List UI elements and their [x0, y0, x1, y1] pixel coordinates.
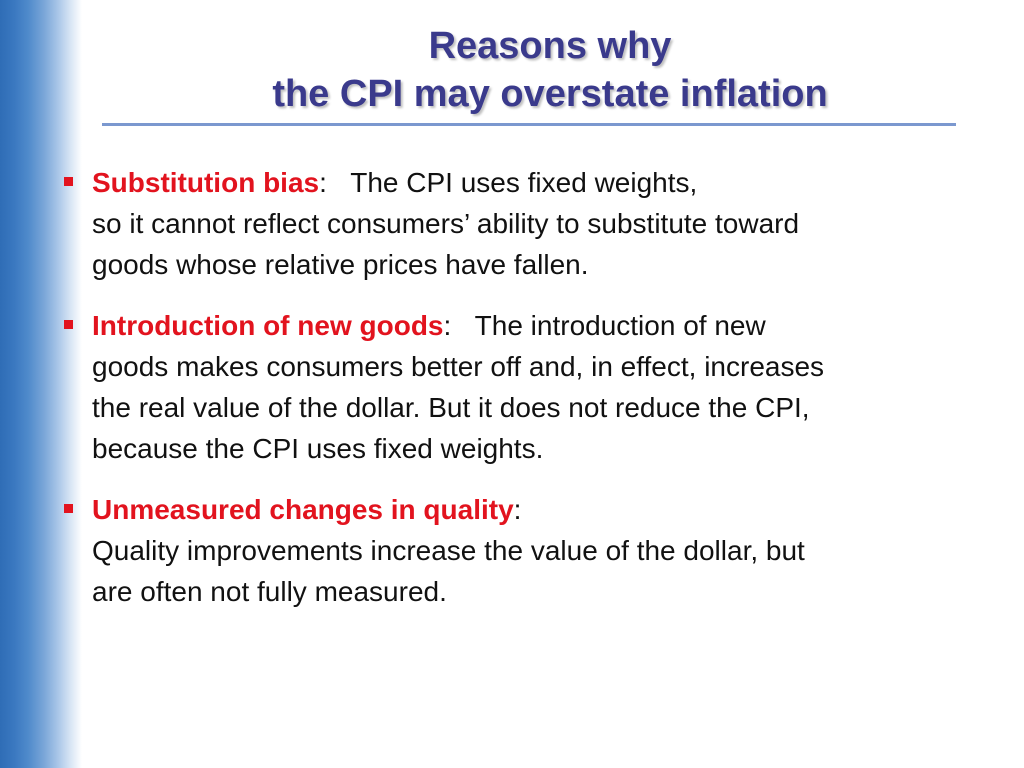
bullet-quality-changes: Unmeasured changes in quality: Quality i…	[60, 489, 990, 612]
bullet-line: Substitution bias: The CPI uses fixed we…	[92, 162, 990, 203]
square-bullet-icon	[64, 504, 73, 513]
bullet-text: because the CPI uses fixed weights.	[92, 433, 544, 464]
bullet-text: goods makes consumers better off and, in…	[92, 351, 825, 382]
bullet-colon: :	[513, 494, 522, 525]
bullet-colon: :	[319, 167, 327, 198]
bullet-text: so it cannot reflect consumers’ ability …	[92, 208, 800, 239]
bullet-term: Unmeasured changes in quality	[92, 494, 514, 525]
bullet-text: goods whose relative prices have fallen.	[92, 249, 589, 280]
bullet-term: Substitution bias	[92, 167, 320, 198]
square-bullet-icon	[64, 177, 73, 186]
bullet-new-goods: Introduction of new goods: The introduct…	[60, 305, 990, 469]
bullet-text: The CPI uses fixed weights,	[350, 167, 698, 198]
bullet-text: the real value of the dollar. But it doe…	[92, 392, 810, 423]
bullet-line: Unmeasured changes in quality:	[92, 489, 990, 530]
title-underline	[102, 123, 956, 126]
bullet-text: are often not fully measured.	[92, 576, 447, 607]
bullet-text: The introduction of new	[474, 310, 766, 341]
slide-title: Reasons why the CPI may overstate inflat…	[110, 22, 990, 118]
bullet-line: Introduction of new goods: The introduct…	[92, 305, 990, 346]
title-line-2: the CPI may overstate inflation	[272, 73, 828, 115]
bullet-text: Quality improvements increase the value …	[92, 535, 805, 566]
title-line-1: Reasons why	[428, 25, 672, 67]
bullet-substitution-bias: Substitution bias: The CPI uses fixed we…	[60, 162, 990, 285]
bullet-list: Substitution bias: The CPI uses fixed we…	[60, 162, 990, 632]
bullet-term: Introduction of new goods	[92, 310, 444, 341]
square-bullet-icon	[64, 320, 73, 329]
bullet-colon: :	[443, 310, 452, 341]
left-gradient-band	[0, 0, 82, 768]
